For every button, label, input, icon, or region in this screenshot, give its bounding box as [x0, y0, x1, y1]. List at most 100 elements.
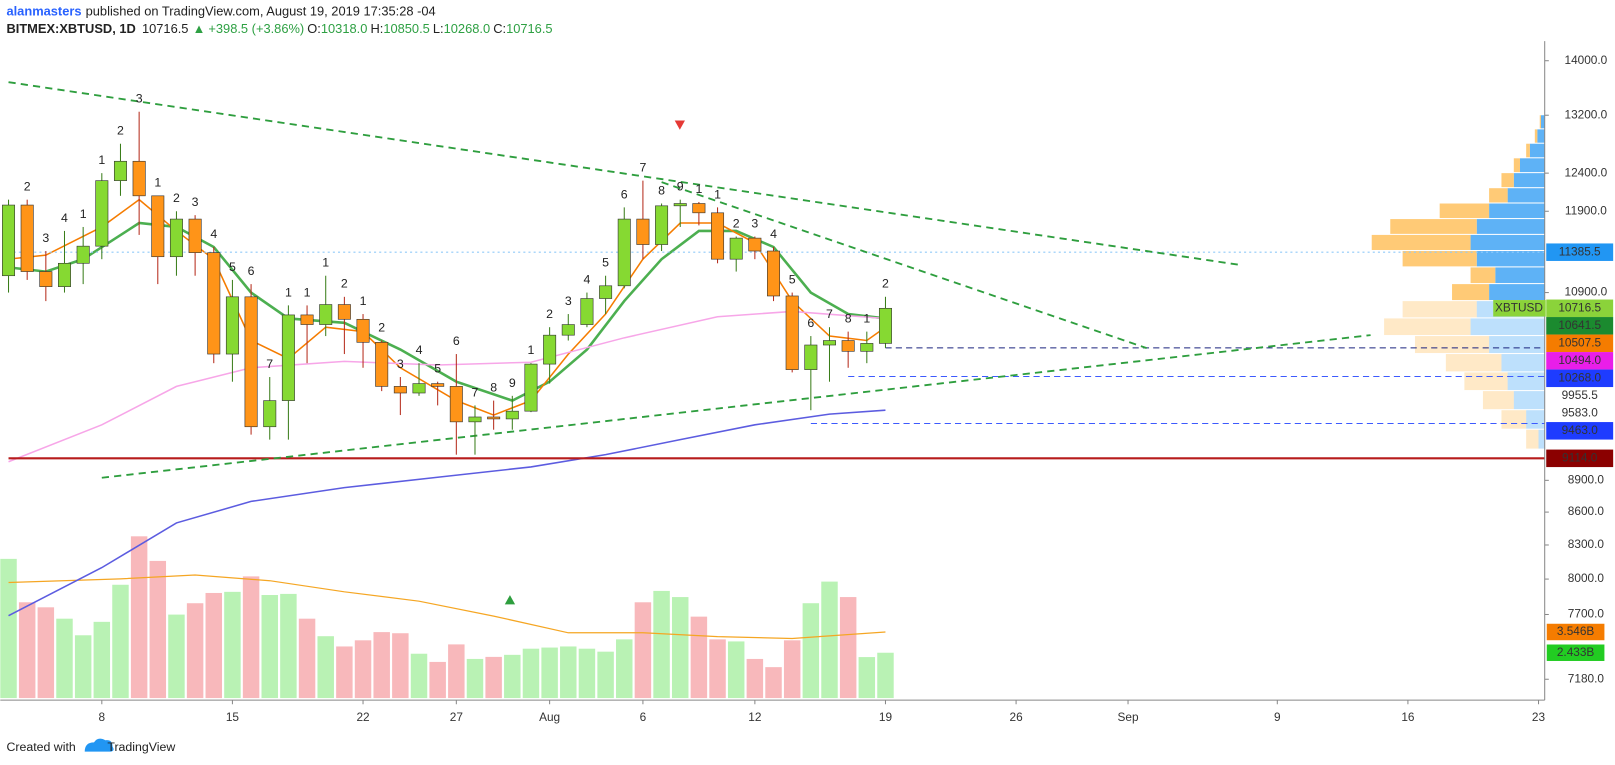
- moving-average: [8, 310, 886, 463]
- volume-bar: [429, 661, 446, 699]
- volume-bar: [671, 597, 689, 699]
- price-badge-label: 9114.0: [1562, 450, 1598, 464]
- profile-down: [1534, 129, 1538, 143]
- candle-body: [393, 386, 407, 394]
- x-tick-label: 22: [356, 710, 369, 724]
- candle-body: [375, 342, 389, 387]
- td-label: 2: [341, 277, 348, 291]
- profile-down: [1470, 267, 1496, 284]
- candle-body: [468, 416, 482, 423]
- candle-body: [673, 203, 687, 207]
- y-tick-label: 8300.0: [1568, 537, 1605, 551]
- td-label: 7: [266, 357, 273, 371]
- volume-bar: [690, 616, 708, 699]
- symbol-badge-label: XBTUSD: [1495, 300, 1543, 314]
- price-badge: [1546, 352, 1614, 370]
- moving-average: [8, 409, 886, 617]
- footer-text: Created with: [6, 740, 75, 754]
- profile-up: [1537, 129, 1545, 143]
- volume-bar: [354, 640, 372, 699]
- price-badge-label: 10494.0: [1558, 353, 1601, 367]
- td-label: 6: [453, 334, 460, 348]
- profile-up: [1526, 410, 1545, 429]
- y-tick-label: 8000.0: [1568, 571, 1605, 585]
- volume-bar: [373, 632, 390, 699]
- footer-brand[interactable]: TradingView: [107, 740, 175, 754]
- td-label: 1: [714, 187, 721, 201]
- td-label: 7: [472, 385, 479, 399]
- candle-body: [169, 218, 183, 258]
- profile-down: [1439, 203, 1490, 219]
- volume-bar: [783, 640, 801, 699]
- candle-body: [263, 400, 277, 428]
- candle-body: [20, 204, 34, 272]
- candle-body: [692, 203, 706, 214]
- price-badge-label: 9463.0: [1562, 423, 1599, 437]
- candle-body: [543, 334, 557, 365]
- td-label: 5: [229, 260, 236, 274]
- profile-down: [1513, 158, 1520, 173]
- td-label: 4: [61, 211, 68, 225]
- ohlc-key: L:: [433, 21, 444, 36]
- td-label: 4: [210, 227, 217, 241]
- volume-bar: [839, 597, 857, 699]
- td-label: 7: [639, 161, 646, 175]
- y-tick-label: 8600.0: [1568, 504, 1605, 518]
- td-label: 5: [602, 256, 609, 270]
- profile-down: [1452, 284, 1490, 301]
- profile-up: [1501, 354, 1545, 372]
- profile-up: [1529, 143, 1545, 158]
- ohlc-value: 10716.5: [506, 21, 552, 36]
- profile-up: [1476, 251, 1545, 267]
- volume-bar: [522, 648, 540, 699]
- price-badge-label: 10268.0: [1558, 370, 1601, 384]
- volume-bar: [224, 591, 241, 699]
- symbol: BITMEX:XBTUSD, 1D: [6, 21, 135, 36]
- td-label: 2: [733, 216, 740, 230]
- td-label: 1: [98, 153, 105, 167]
- buy-signal: [504, 595, 516, 605]
- y-tick-label: 12400.0: [1565, 165, 1608, 179]
- td-label: 2: [378, 320, 385, 334]
- author[interactable]: alanmasters: [6, 4, 81, 19]
- candle-body: [599, 285, 613, 299]
- y-tick-label: 14000.0: [1565, 53, 1608, 67]
- profile-up: [1470, 318, 1545, 336]
- td-label: 4: [770, 227, 777, 241]
- volume-bar: [448, 644, 465, 699]
- x-tick-label: Aug: [539, 710, 560, 724]
- volume-bar: [56, 618, 73, 699]
- td-label: 3: [565, 294, 572, 308]
- header-line-1: alanmasters published on TradingView.com,…: [6, 4, 435, 19]
- trendline: [8, 81, 1241, 266]
- x-tick-label: 8: [99, 710, 106, 724]
- candle-body: [878, 307, 892, 344]
- td-label: 2: [882, 277, 889, 291]
- profile-up: [1540, 115, 1545, 129]
- y-tick-label: 10900.0: [1565, 285, 1608, 299]
- candle-body: [580, 298, 594, 325]
- profile-down: [1501, 410, 1527, 429]
- volume-bar: [336, 646, 353, 699]
- volume-bar: [261, 595, 278, 699]
- volume-bar: [242, 576, 260, 699]
- profile-up: [1538, 429, 1545, 449]
- y-tick-label: 7700.0: [1568, 607, 1605, 621]
- volume-bar: [280, 593, 297, 699]
- candle-body: [785, 295, 799, 370]
- td-label: 2: [24, 180, 31, 194]
- ohlc-key: H:: [370, 21, 383, 36]
- x-tick-label: Sep: [1118, 710, 1139, 724]
- candle-body: [823, 340, 836, 346]
- volume-bar: [727, 641, 745, 699]
- volume-bar: [93, 621, 111, 699]
- volume-bar: [112, 584, 129, 699]
- volume-bar: [616, 639, 633, 699]
- candle-body: [188, 218, 202, 253]
- profile-down: [1384, 318, 1471, 336]
- candle-body: [95, 180, 109, 247]
- volume-bar: [18, 602, 36, 699]
- td-label: 3: [397, 357, 404, 371]
- candle-body: [113, 160, 127, 181]
- profile-up: [1513, 173, 1545, 188]
